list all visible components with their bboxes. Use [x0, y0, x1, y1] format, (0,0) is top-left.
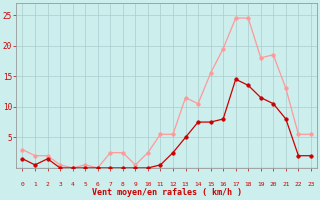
- X-axis label: Vent moyen/en rafales ( km/h ): Vent moyen/en rafales ( km/h ): [92, 188, 242, 197]
